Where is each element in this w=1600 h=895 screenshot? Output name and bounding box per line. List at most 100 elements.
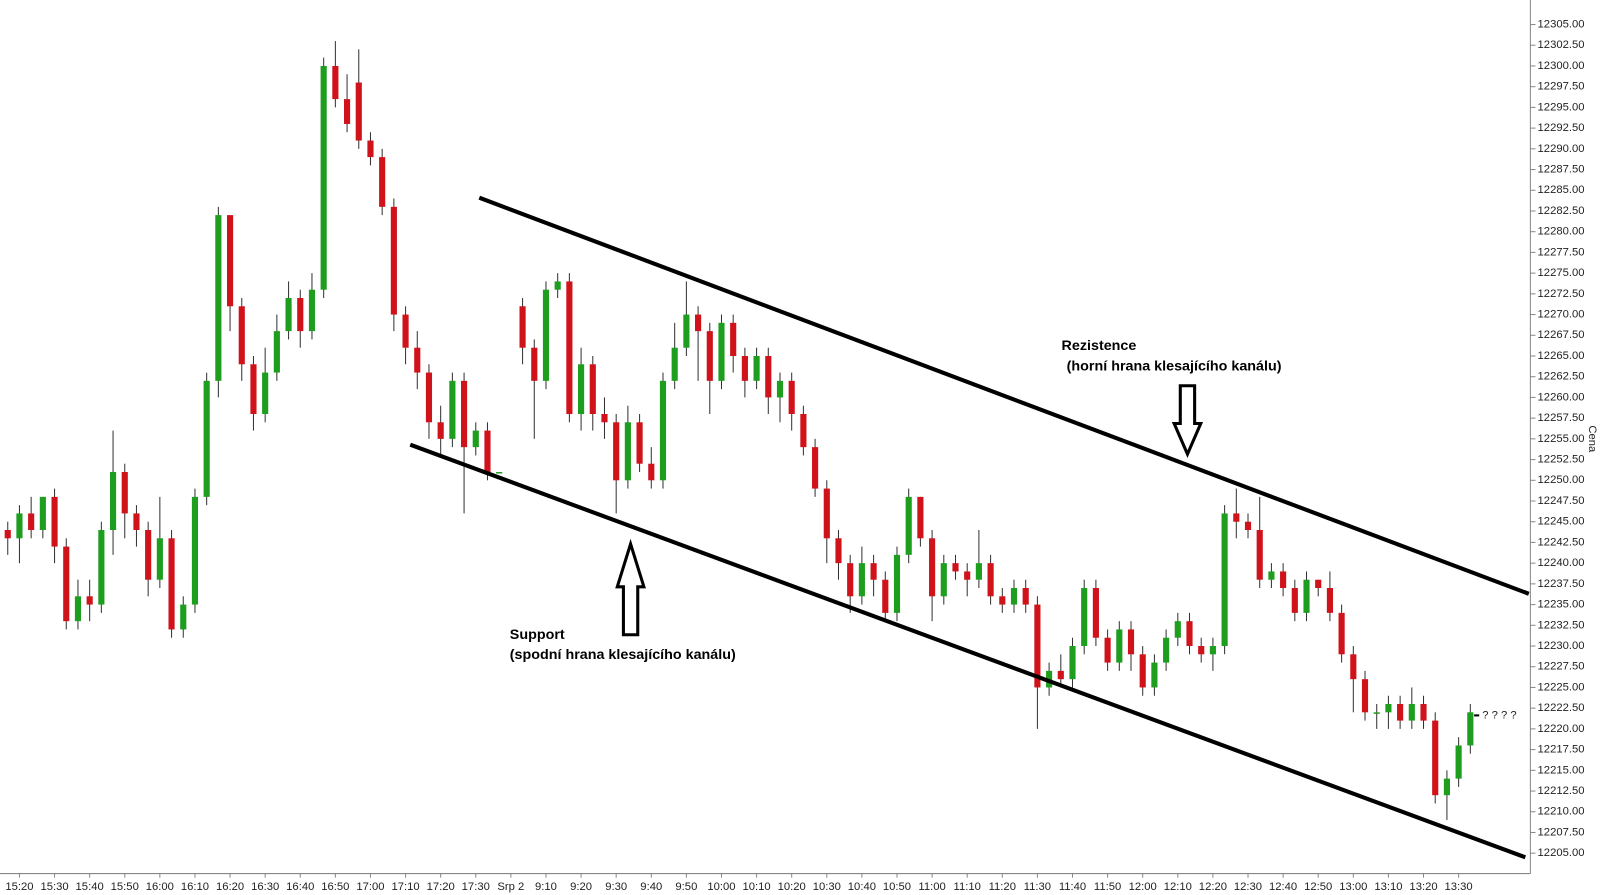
candle-body [203,380,210,497]
candle-body [1198,646,1205,655]
candle-body [1057,670,1064,680]
candle-body [1432,720,1439,796]
candle-body [63,546,70,622]
candle-body [683,314,690,348]
x-tick-label: 17:20 [427,881,455,893]
candle-body [870,563,877,580]
candle-body [1081,588,1088,647]
x-tick-label: 12:50 [1304,881,1332,893]
x-tick-label: 15:20 [5,881,33,893]
candle-body [1069,646,1076,680]
candle-body [1174,621,1181,638]
x-tick-label: 13:00 [1339,881,1367,893]
candle-body [1092,588,1099,638]
y-tick-label: 12302.50 [1538,39,1585,51]
candle-body [1186,621,1193,647]
y-tick-label: 12257.50 [1538,412,1585,424]
candle-body [332,65,339,100]
x-tick-label: 10:30 [813,881,841,893]
candle-body [1397,704,1404,721]
candle-body [952,563,959,572]
x-tick-label: 13:30 [1445,881,1473,893]
y-tick-label: 12252.50 [1538,454,1585,466]
x-tick-label: 10:10 [743,881,771,893]
candle-body [1385,704,1392,713]
x-tick-label: 15:40 [76,881,104,893]
candle-body [1244,521,1252,531]
annotation: Rezistence [1062,338,1137,354]
y-tick-label: 12235.00 [1538,599,1585,611]
y-tick-label: 12215.00 [1538,764,1585,776]
annotation: Support [510,627,565,643]
x-tick-label: 13:10 [1374,881,1402,893]
x-tick-label: 9:30 [605,881,627,893]
candle-body [320,65,327,290]
x-tick-label: 10:50 [883,881,911,893]
candle-body [975,563,982,580]
y-tick-label: 12290.00 [1538,143,1585,155]
y-tick-label: 12212.50 [1538,785,1585,797]
candle-body [893,554,901,613]
candle-body [1291,588,1298,613]
y-tick-label: 12230.00 [1538,640,1585,652]
candle-body [882,579,889,613]
y-tick-label: 12247.50 [1538,495,1585,507]
candle-body [905,496,912,555]
x-tick-label: 9:20 [570,881,592,893]
candle-body [109,472,117,531]
candle-body [730,322,737,356]
candle-body [98,530,105,605]
candle-body [273,331,280,373]
y-tick-label: 12227.50 [1538,661,1585,673]
y-tick-label: 12260.00 [1538,391,1585,403]
candle-body [695,314,702,332]
candle-body [1209,646,1216,655]
candle-body [215,215,222,381]
x-tick-label: 16:30 [251,881,279,893]
y-tick-label: 12297.50 [1538,81,1585,93]
y-tick-label: 12262.50 [1538,371,1585,383]
candle-body [1467,712,1474,746]
arrow-down [1171,384,1204,458]
x-tick-label: 10:20 [778,881,806,893]
x-tick-label: 12:30 [1234,881,1262,893]
candle-body [156,538,163,580]
candle-body [1326,588,1333,613]
candle-body [355,82,362,141]
candle-body [472,430,479,448]
x-tick-label: Srp 2 [497,881,524,893]
y-tick-label: 12245.00 [1538,516,1585,528]
candle-body [133,513,140,531]
y-tick-label: 12280.00 [1538,226,1585,238]
candle-body [613,422,620,481]
y-tick-label: 12277.50 [1538,246,1585,258]
candle-body [531,347,538,381]
candle-body [765,355,772,398]
x-tick-label: 9:40 [640,881,662,893]
candle-body [367,140,374,158]
candle-body [1268,571,1275,580]
x-tick-label: 10:00 [707,881,735,893]
candle-body [1338,612,1345,655]
candle-body [636,422,643,464]
candle-body [940,563,947,597]
y-tick-label: 12305.00 [1538,19,1585,31]
candle-body [449,380,456,439]
x-tick-label: 9:50 [675,881,697,893]
x-tick-label: 17:00 [356,881,384,893]
candle-body [929,538,936,597]
candle-body [180,604,187,630]
y-tick-label: 12300.00 [1538,60,1585,72]
candle-body [566,281,573,414]
candle-body [461,380,468,448]
candle-body [74,596,82,622]
x-tick-label: 11:50 [1094,881,1121,893]
y-tick-label: 12225.00 [1538,681,1585,693]
candle-body [168,538,175,630]
candle-body [226,215,234,307]
candle-body [589,364,596,414]
x-tick-label: 12:20 [1199,881,1227,893]
y-tick-label: 12292.50 [1538,122,1585,134]
y-tick-label: 12222.50 [1538,702,1585,714]
